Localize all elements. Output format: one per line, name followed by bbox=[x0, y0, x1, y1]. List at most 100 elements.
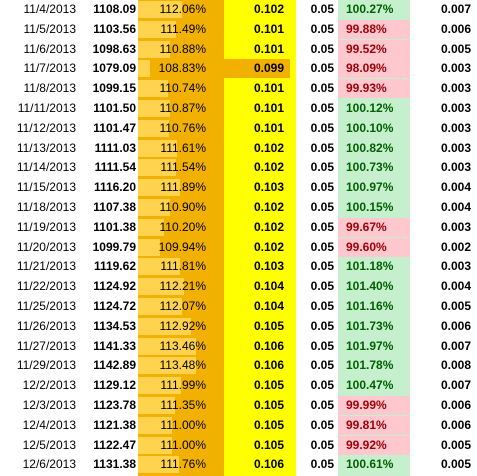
ratio-cell[interactable]: 0.105 bbox=[253, 378, 284, 393]
constant-cell[interactable]: 0.05 bbox=[310, 200, 334, 214]
price-cell[interactable]: 1123.78 bbox=[93, 398, 136, 412]
volatility-cell[interactable]: 0.008 bbox=[440, 358, 471, 373]
percent-cell[interactable]: 111.76% bbox=[160, 457, 206, 472]
constant-cell[interactable]: 0.05 bbox=[310, 21, 334, 36]
volatility-cell[interactable]: 0.004 bbox=[440, 279, 471, 294]
percent-cell[interactable]: 111.49% bbox=[160, 21, 206, 36]
relative-pct-cell[interactable]: 100.10% bbox=[346, 120, 394, 135]
percent-cell[interactable]: 112.07% bbox=[159, 299, 206, 313]
date-cell[interactable]: 12/6/2013 bbox=[22, 457, 76, 472]
price-cell[interactable]: 1101.50 bbox=[93, 101, 136, 115]
constant-cell[interactable]: 0.05 bbox=[310, 160, 334, 175]
constant-cell[interactable]: 0.05 bbox=[310, 398, 334, 412]
relative-pct-cell[interactable]: 99.88% bbox=[338, 19, 410, 39]
relative-pct-cell[interactable]: 99.52% bbox=[338, 39, 410, 59]
relative-pct-cell[interactable]: 101.78% bbox=[346, 358, 394, 373]
relative-pct-cell[interactable]: 100.12% bbox=[346, 101, 394, 115]
volatility-cell[interactable]: 0.007 bbox=[440, 338, 471, 353]
percent-cell[interactable]: 111.99% bbox=[160, 378, 206, 393]
ratio-cell[interactable]: 0.103 bbox=[253, 259, 284, 274]
constant-cell[interactable]: 0.05 bbox=[310, 279, 334, 294]
constant-cell[interactable]: 0.05 bbox=[310, 318, 334, 333]
price-cell[interactable]: 1124.72 bbox=[93, 299, 136, 313]
volatility-cell[interactable]: 0.006 bbox=[440, 398, 471, 412]
price-cell[interactable]: 1124.92 bbox=[93, 279, 136, 294]
price-cell[interactable]: 1134.53 bbox=[93, 318, 136, 333]
percent-cell[interactable]: 113.46% bbox=[159, 338, 206, 353]
percent-cell[interactable]: 111.00% bbox=[160, 437, 206, 452]
ratio-cell[interactable]: 0.101 bbox=[253, 101, 284, 115]
constant-cell[interactable]: 0.05 bbox=[310, 457, 334, 472]
ratio-cell[interactable]: 0.105 bbox=[253, 437, 284, 452]
price-cell[interactable]: 1108.09 bbox=[93, 2, 136, 16]
date-cell[interactable]: 11/5/2013 bbox=[23, 21, 77, 36]
relative-pct-cell[interactable]: 100.97% bbox=[346, 180, 394, 195]
volatility-cell[interactable]: 0.003 bbox=[440, 120, 471, 135]
percent-cell[interactable]: 112.06% bbox=[159, 2, 206, 16]
price-cell[interactable]: 1129.12 bbox=[93, 378, 136, 393]
percent-cell[interactable]: 111.81% bbox=[160, 259, 206, 274]
constant-cell[interactable]: 0.05 bbox=[310, 81, 334, 96]
relative-pct-cell[interactable]: 100.27% bbox=[346, 2, 394, 16]
relative-pct-cell[interactable]: 99.67% bbox=[338, 217, 410, 237]
date-cell[interactable]: 11/19/2013 bbox=[16, 219, 76, 234]
relative-pct-cell[interactable]: 100.73% bbox=[346, 160, 394, 175]
ratio-cell[interactable]: 0.105 bbox=[253, 417, 284, 432]
relative-pct-cell[interactable]: 101.18% bbox=[346, 259, 394, 274]
relative-pct-cell[interactable]: 98.09% bbox=[338, 59, 410, 79]
constant-cell[interactable]: 0.05 bbox=[310, 417, 334, 432]
percent-cell[interactable]: 110.76% bbox=[159, 120, 206, 135]
price-cell[interactable]: 1099.15 bbox=[92, 81, 136, 96]
constant-cell[interactable]: 0.05 bbox=[310, 101, 334, 115]
volatility-cell[interactable]: 0.006 bbox=[440, 417, 471, 432]
percent-cell[interactable]: 110.20% bbox=[159, 219, 206, 234]
date-cell[interactable]: 11/6/2013 bbox=[23, 41, 77, 56]
ratio-cell[interactable]: 0.101 bbox=[253, 120, 284, 135]
ratio-cell[interactable]: 0.101 bbox=[253, 21, 284, 36]
constant-cell[interactable]: 0.05 bbox=[310, 358, 334, 373]
constant-cell[interactable]: 0.05 bbox=[310, 259, 334, 274]
constant-cell[interactable]: 0.05 bbox=[310, 180, 334, 195]
percent-cell[interactable]: 111.61% bbox=[160, 140, 206, 155]
relative-pct-cell[interactable]: 99.81% bbox=[338, 415, 410, 435]
ratio-cell[interactable]: 0.105 bbox=[253, 318, 284, 333]
ratio-cell[interactable]: 0.106 bbox=[253, 457, 284, 472]
ratio-cell[interactable]: 0.105 bbox=[253, 398, 284, 412]
price-cell[interactable]: 1099.79 bbox=[92, 239, 136, 254]
ratio-cell[interactable]: 0.101 bbox=[253, 81, 284, 96]
relative-pct-cell[interactable]: 101.73% bbox=[346, 318, 394, 333]
ratio-cell[interactable]: 0.102 bbox=[253, 239, 284, 254]
volatility-cell[interactable]: 0.003 bbox=[440, 81, 471, 96]
percent-cell[interactable]: 108.83% bbox=[158, 61, 206, 76]
constant-cell[interactable]: 0.05 bbox=[310, 140, 334, 155]
price-cell[interactable]: 1121.38 bbox=[93, 417, 136, 432]
volatility-cell[interactable]: 0.002 bbox=[440, 239, 471, 254]
relative-pct-cell[interactable]: 100.82% bbox=[346, 140, 394, 155]
ratio-cell[interactable]: 0.101 bbox=[253, 41, 284, 56]
relative-pct-cell[interactable]: 101.16% bbox=[346, 299, 394, 313]
percent-cell[interactable]: 110.90% bbox=[159, 200, 206, 214]
percent-cell[interactable]: 112.92% bbox=[159, 318, 206, 333]
date-cell[interactable]: 11/7/2013 bbox=[23, 61, 77, 76]
ratio-cell[interactable]: 0.104 bbox=[253, 279, 284, 294]
volatility-cell[interactable]: 0.007 bbox=[440, 2, 471, 16]
ratio-cell[interactable]: 0.102 bbox=[253, 160, 284, 175]
ratio-cell[interactable]: 0.102 bbox=[253, 2, 284, 16]
volatility-cell[interactable]: 0.005 bbox=[440, 437, 471, 452]
volatility-cell[interactable]: 0.006 bbox=[440, 21, 471, 36]
date-cell[interactable]: 11/14/2013 bbox=[16, 160, 76, 175]
relative-pct-cell[interactable]: 99.93% bbox=[338, 79, 410, 99]
ratio-cell[interactable]: 0.106 bbox=[253, 358, 284, 373]
percent-cell[interactable]: 112.21% bbox=[159, 279, 206, 294]
volatility-cell[interactable]: 0.003 bbox=[440, 140, 471, 155]
price-cell[interactable]: 1101.38 bbox=[93, 219, 136, 234]
constant-cell[interactable]: 0.05 bbox=[310, 338, 334, 353]
relative-pct-cell[interactable]: 100.15% bbox=[346, 200, 394, 214]
relative-pct-cell[interactable]: 100.47% bbox=[346, 378, 394, 393]
constant-cell[interactable]: 0.05 bbox=[310, 378, 334, 393]
volatility-cell[interactable]: 0.003 bbox=[440, 101, 471, 115]
percent-cell[interactable]: 113.48% bbox=[159, 358, 206, 373]
relative-pct-cell[interactable]: 99.99% bbox=[338, 396, 410, 415]
volatility-cell[interactable]: 0.003 bbox=[440, 259, 471, 274]
price-cell[interactable]: 1111.03 bbox=[94, 140, 136, 155]
